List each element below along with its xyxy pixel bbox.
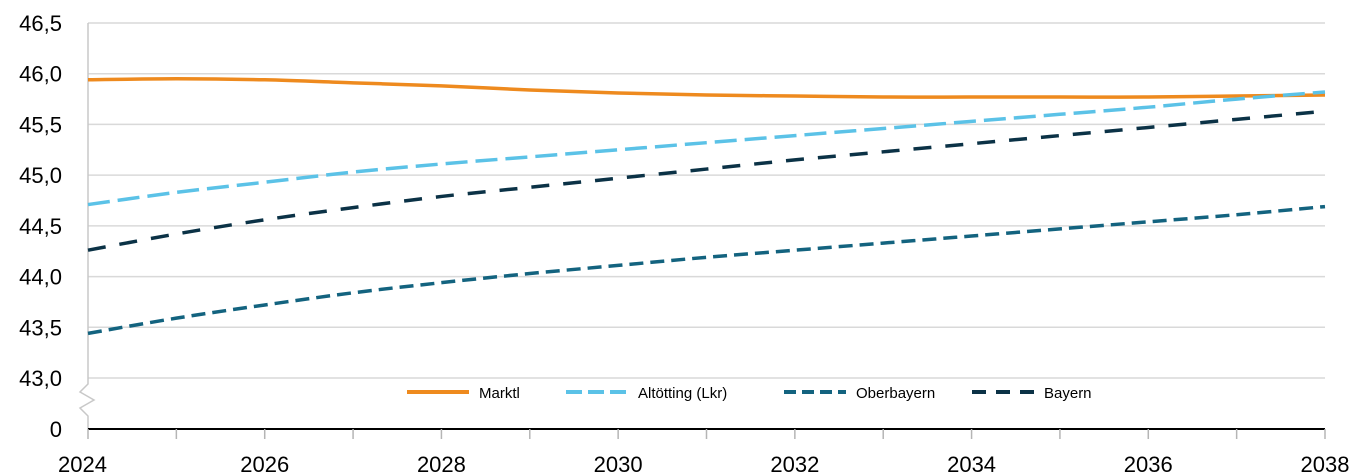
y-tick-label: 0 [50,417,62,442]
x-axis: 2024 2026 2028 2030 2032 2034 2036 2038 [58,428,1350,476]
x-tick-label: 2028 [417,452,466,476]
x-tick-label: 2026 [240,452,289,476]
y-tick-label: 46,5 [19,11,62,36]
series-line-0 [87,77,1326,99]
x-tick-label: 2024 [58,452,107,476]
x-tick-label: 2036 [1124,452,1173,476]
y-tick-label: 44,0 [19,265,62,290]
series-line-1 [87,90,1326,207]
y-tick-label: 44,5 [19,214,62,239]
y-axis-ticks: 0 43,0 43,5 44,0 44,5 45,0 45,5 46,0 46,5 [19,11,62,442]
x-tick-label: 2034 [947,452,996,476]
series-line-2 [87,204,1326,336]
y-tick-label: 43,5 [19,315,62,340]
series-line-3 [87,109,1326,252]
y-tick-label: 46,0 [19,62,62,87]
legend-label: Altötting (Lkr) [638,385,727,402]
gridlines [78,22,1325,429]
x-tick-label: 2032 [770,452,819,476]
legend-label: Marktl [479,385,520,402]
legend-label: Bayern [1044,385,1092,402]
y-tick-label: 45,5 [19,112,62,137]
y-tick-label: 43,0 [19,366,62,391]
y-tick-label: 45,0 [19,163,62,188]
y-axis-break [78,23,96,429]
x-tick-label: 2030 [594,452,643,476]
x-tick-label: 2038 [1301,452,1350,476]
legend-label: Oberbayern [856,385,935,402]
legend: Marktl Altötting (Lkr) Oberbayern Bayern [407,385,1092,402]
series-lines [87,77,1326,336]
